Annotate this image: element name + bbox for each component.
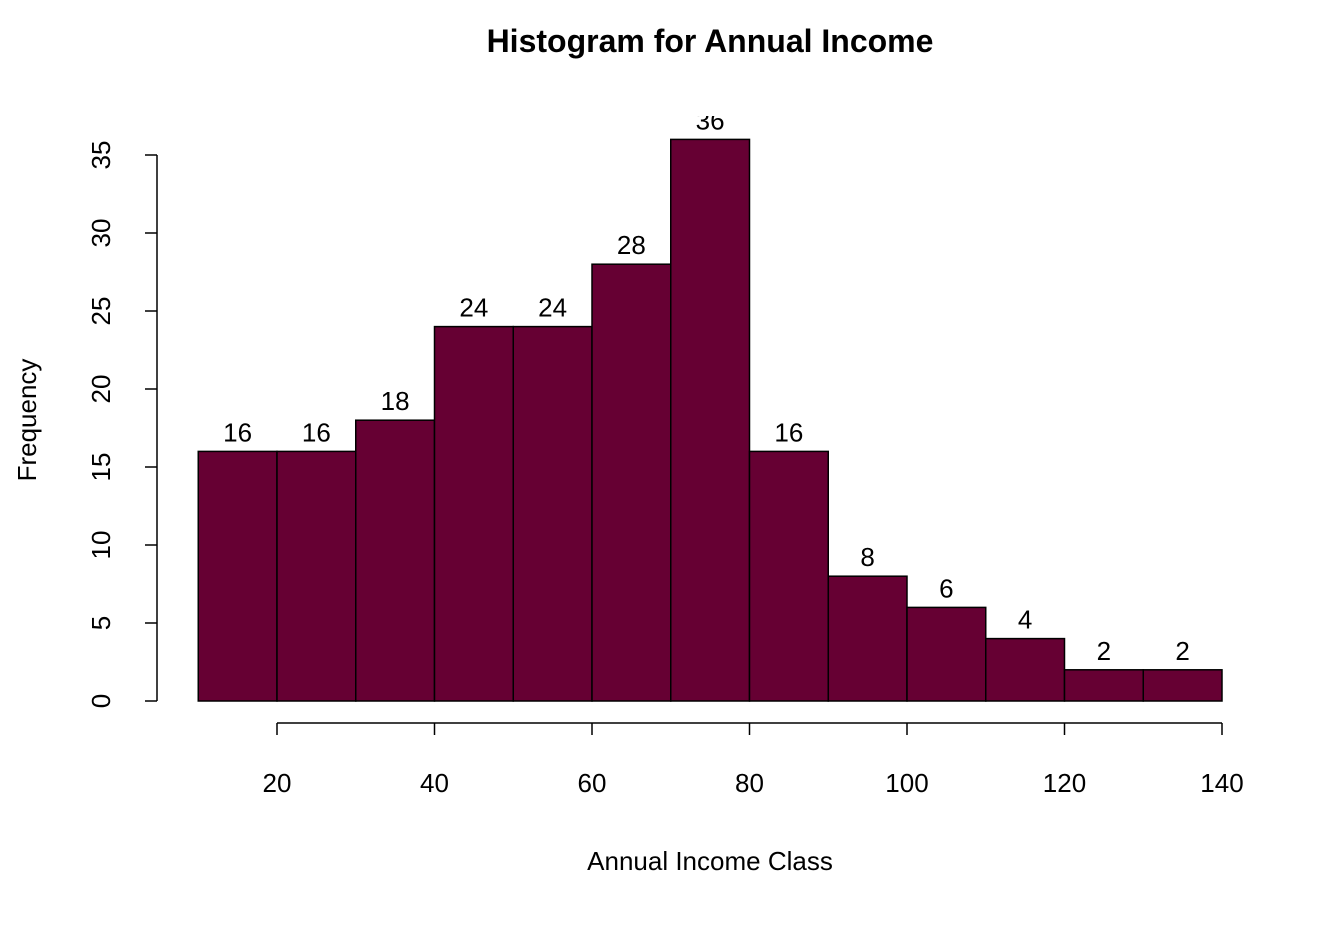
data-label: 24 xyxy=(538,293,567,323)
data-label: 8 xyxy=(860,542,874,572)
y-tick-label: 35 xyxy=(86,141,116,170)
data-label: 28 xyxy=(617,230,646,260)
y-tick-label: 5 xyxy=(86,616,116,630)
data-label: 2 xyxy=(1175,636,1189,666)
bar xyxy=(906,606,987,702)
y-tick-label: 15 xyxy=(86,453,116,482)
data-label: 24 xyxy=(459,293,488,323)
bar xyxy=(591,263,672,702)
y-tick-label: 10 xyxy=(86,531,116,560)
x-tick-label: 100 xyxy=(885,768,928,798)
x-tick-label: 20 xyxy=(263,768,292,798)
data-label: 4 xyxy=(1018,605,1032,635)
y-axis-label: Frequency xyxy=(12,359,42,482)
data-label: 2 xyxy=(1097,636,1111,666)
bar xyxy=(355,419,436,702)
bar xyxy=(985,637,1066,702)
x-axis-label: Annual Income Class xyxy=(587,846,833,876)
y-tick-label: 20 xyxy=(86,375,116,404)
bar xyxy=(276,450,357,702)
chart-title: Histogram for Annual Income xyxy=(487,23,934,59)
data-label: 16 xyxy=(774,417,803,447)
y-tick-label: 30 xyxy=(86,219,116,248)
data-label: 6 xyxy=(939,573,953,603)
data-label: 16 xyxy=(223,417,252,447)
bar xyxy=(670,138,751,702)
bar xyxy=(1142,669,1223,702)
data-label: 36 xyxy=(696,105,725,135)
data-label: 18 xyxy=(381,386,410,416)
y-tick-label: 25 xyxy=(86,297,116,326)
x-tick-label: 120 xyxy=(1043,768,1086,798)
x-tick-label: 80 xyxy=(735,768,764,798)
x-tick-label: 40 xyxy=(420,768,449,798)
bar xyxy=(433,325,514,702)
bar xyxy=(1063,669,1144,702)
x-tick-label: 60 xyxy=(578,768,607,798)
bar xyxy=(512,325,593,702)
data-label: 16 xyxy=(302,417,331,447)
bar xyxy=(197,450,278,702)
plot-area: 16 16 18 24 24 28 36 16 8 6 4 2 2 xyxy=(197,105,1223,702)
bar xyxy=(827,575,908,702)
y-tick-label: 0 xyxy=(86,694,116,708)
x-tick-label: 140 xyxy=(1200,768,1243,798)
bar xyxy=(748,450,829,702)
